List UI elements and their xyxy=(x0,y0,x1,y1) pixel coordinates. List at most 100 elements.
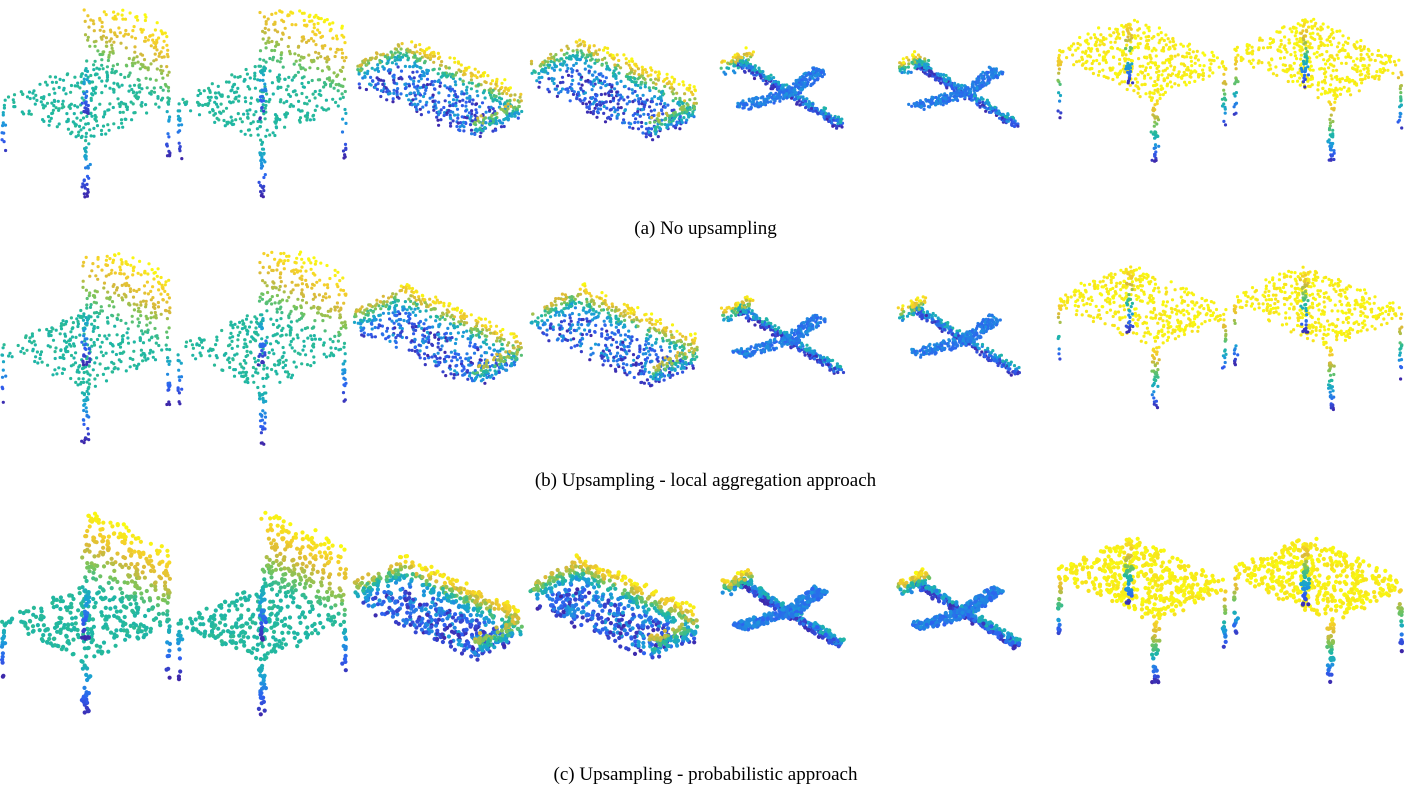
point xyxy=(1156,89,1160,93)
point xyxy=(295,93,299,97)
panel-sofa-2 xyxy=(529,38,698,142)
point xyxy=(923,66,927,70)
point xyxy=(1331,119,1335,124)
point xyxy=(359,68,363,73)
point xyxy=(317,16,321,21)
point xyxy=(92,22,96,26)
point xyxy=(447,66,451,70)
point xyxy=(442,113,446,118)
point xyxy=(1158,93,1162,97)
point xyxy=(229,115,233,119)
point xyxy=(922,107,926,111)
point xyxy=(1330,88,1334,92)
point xyxy=(669,122,673,126)
point xyxy=(1141,64,1145,68)
point xyxy=(634,117,638,121)
point xyxy=(160,71,164,75)
point xyxy=(1327,87,1331,92)
point xyxy=(1154,150,1158,154)
point xyxy=(914,64,918,68)
point xyxy=(1132,89,1136,93)
point xyxy=(79,118,83,122)
point xyxy=(453,89,457,93)
point xyxy=(1141,71,1145,75)
point xyxy=(910,104,914,108)
point xyxy=(1152,114,1156,118)
point xyxy=(468,123,473,127)
point xyxy=(59,348,63,352)
point xyxy=(438,81,443,85)
point xyxy=(907,58,911,62)
point xyxy=(659,90,663,94)
point xyxy=(1351,59,1356,63)
point xyxy=(1278,49,1282,53)
point xyxy=(431,93,435,97)
point xyxy=(439,108,443,112)
point xyxy=(1309,19,1313,23)
point xyxy=(128,365,132,369)
point xyxy=(301,85,305,89)
point xyxy=(344,121,348,125)
point xyxy=(1285,50,1289,54)
point xyxy=(1324,70,1328,74)
point xyxy=(85,69,90,73)
point xyxy=(1115,35,1119,39)
point xyxy=(626,77,630,81)
point xyxy=(35,98,39,102)
point xyxy=(746,58,750,62)
point xyxy=(33,102,37,106)
point xyxy=(774,82,778,86)
point xyxy=(104,351,108,355)
point xyxy=(643,68,647,72)
point xyxy=(415,70,419,74)
point xyxy=(1295,57,1299,61)
point xyxy=(1340,77,1344,81)
point xyxy=(949,81,953,85)
point xyxy=(692,85,696,89)
point xyxy=(433,79,437,83)
point xyxy=(484,110,488,114)
point xyxy=(1109,34,1113,38)
point xyxy=(143,353,147,357)
point xyxy=(646,74,650,78)
point xyxy=(42,95,46,99)
point xyxy=(223,124,227,128)
point xyxy=(597,72,601,76)
point xyxy=(970,85,974,89)
point xyxy=(198,102,202,107)
point xyxy=(820,110,824,114)
point xyxy=(1134,77,1138,81)
point xyxy=(652,108,657,112)
point xyxy=(735,105,740,109)
point xyxy=(462,92,466,96)
point xyxy=(100,58,104,62)
point xyxy=(167,149,171,153)
point xyxy=(1099,33,1103,37)
point xyxy=(258,57,262,61)
point xyxy=(480,129,484,133)
point xyxy=(103,84,108,88)
point xyxy=(1301,80,1305,84)
point xyxy=(656,78,660,82)
point xyxy=(822,106,826,110)
point xyxy=(298,9,302,13)
point xyxy=(607,93,611,98)
point xyxy=(57,85,61,90)
point xyxy=(489,82,493,86)
point xyxy=(1128,83,1132,87)
point xyxy=(262,158,266,162)
point xyxy=(1326,140,1330,144)
point xyxy=(76,105,80,109)
point xyxy=(1365,66,1369,70)
point xyxy=(1144,66,1148,70)
point xyxy=(461,79,465,83)
point xyxy=(85,182,89,186)
point xyxy=(738,59,742,63)
point xyxy=(688,86,692,90)
point xyxy=(654,132,658,136)
point xyxy=(177,123,181,127)
point xyxy=(483,80,487,84)
point xyxy=(288,104,292,109)
point xyxy=(979,73,983,77)
point xyxy=(971,80,975,84)
